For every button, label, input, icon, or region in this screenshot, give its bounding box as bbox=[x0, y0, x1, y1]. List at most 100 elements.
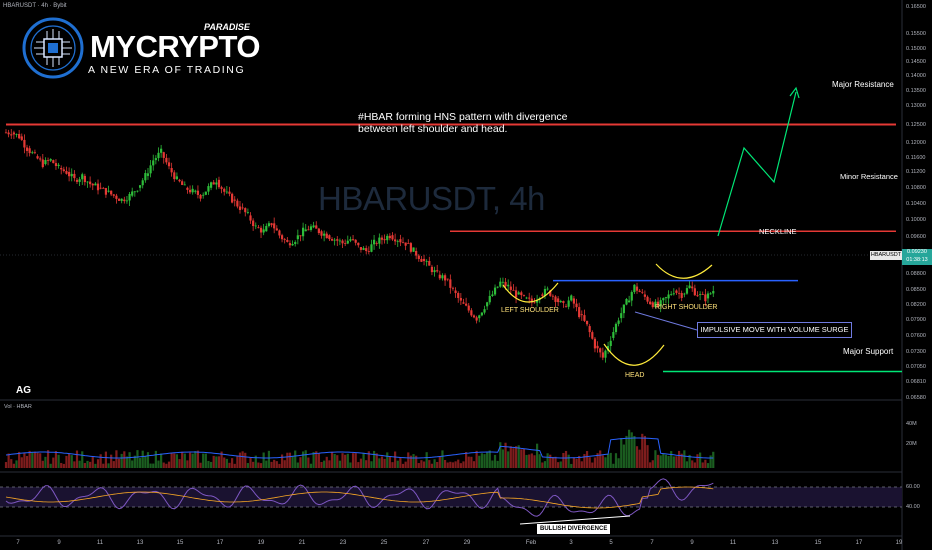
volume-bar bbox=[472, 461, 476, 468]
candle-body bbox=[336, 239, 339, 241]
candle-body bbox=[614, 323, 618, 333]
candle-body bbox=[60, 168, 63, 170]
candle-body bbox=[36, 156, 39, 159]
candle-body bbox=[459, 297, 462, 301]
volume-bar bbox=[683, 450, 686, 468]
candle-body bbox=[630, 292, 633, 301]
candle-body bbox=[199, 194, 202, 199]
candle-body bbox=[31, 152, 34, 154]
volume-bar bbox=[367, 451, 370, 468]
volume-bar bbox=[7, 453, 10, 468]
candle-body bbox=[507, 284, 510, 287]
candle-body bbox=[173, 172, 176, 180]
volume-bar bbox=[160, 453, 163, 468]
candle-body bbox=[704, 294, 707, 302]
volume-bar bbox=[191, 453, 194, 468]
candle-body bbox=[12, 132, 15, 135]
candle-body bbox=[191, 188, 194, 193]
candle-body bbox=[57, 164, 60, 167]
candle-body bbox=[699, 294, 702, 295]
y-tick-label: 0.06810 bbox=[906, 379, 926, 385]
candle-body bbox=[541, 294, 544, 296]
x-tick-label: 23 bbox=[339, 540, 347, 546]
volume-bar bbox=[433, 459, 436, 468]
candle-body bbox=[651, 302, 654, 308]
candle-body bbox=[296, 235, 299, 240]
volume-bar bbox=[670, 451, 673, 468]
candle-body bbox=[231, 193, 234, 203]
candle-body bbox=[91, 183, 94, 186]
y-tick-label: 0.10000 bbox=[906, 217, 926, 223]
candle-body bbox=[344, 243, 347, 244]
candle-body bbox=[638, 290, 641, 292]
candle-body bbox=[359, 247, 363, 250]
volume-bar bbox=[520, 449, 523, 468]
rsi-ma-line bbox=[5, 486, 714, 509]
volume-bar bbox=[388, 456, 391, 468]
volume-bar bbox=[278, 463, 281, 468]
volume-bar bbox=[178, 459, 181, 468]
volume-bar bbox=[522, 448, 526, 468]
volume-bar bbox=[383, 458, 386, 468]
volume-bar bbox=[701, 462, 704, 468]
volume-bar bbox=[612, 463, 615, 468]
logo-tagline: A NEW ERA OF TRADING bbox=[88, 64, 246, 76]
volume-bar bbox=[412, 454, 415, 468]
volume-bar bbox=[68, 453, 71, 468]
candle-body bbox=[362, 248, 365, 250]
candle-body bbox=[351, 239, 355, 240]
candle-body bbox=[133, 191, 136, 193]
volume-bar bbox=[614, 453, 618, 468]
y-tick-label: 0.15000 bbox=[906, 46, 926, 52]
logo: PARADISE MYCRYPTO A NEW ERA OF TRADING bbox=[22, 17, 262, 87]
candle-body bbox=[144, 173, 147, 181]
candle-body bbox=[273, 223, 276, 229]
logo-brand-crypto: CRYPTO bbox=[135, 29, 261, 64]
candle-body bbox=[522, 295, 526, 296]
volume-bar bbox=[4, 462, 8, 468]
candle-body bbox=[656, 301, 660, 307]
volume-bar bbox=[254, 455, 257, 468]
candle-body bbox=[451, 287, 455, 289]
candle-body bbox=[102, 187, 105, 189]
volume-bar bbox=[120, 453, 123, 468]
indicator-axis-label: 20M bbox=[906, 441, 917, 447]
volume-bar bbox=[635, 446, 639, 468]
candle-body bbox=[488, 295, 491, 303]
symbol-line: HBARUSDT · 4h · Bybit bbox=[3, 3, 67, 9]
volume-bar bbox=[112, 461, 115, 468]
y-tick-label: 0.07300 bbox=[906, 349, 926, 355]
volume-bar bbox=[162, 462, 165, 468]
volume-bar bbox=[294, 450, 297, 468]
volume-bar bbox=[691, 460, 694, 468]
volume-bar bbox=[317, 453, 320, 468]
candle-body bbox=[517, 292, 520, 295]
volume-bar bbox=[478, 455, 481, 468]
candle-body bbox=[622, 304, 625, 314]
x-tick-label: 19 bbox=[895, 540, 903, 546]
volume-bar bbox=[664, 454, 668, 468]
volume-bar bbox=[149, 463, 152, 468]
volume-bar bbox=[115, 450, 118, 468]
volume-bar bbox=[462, 461, 465, 468]
volume-bar bbox=[578, 455, 581, 468]
right-shoulder-curve bbox=[655, 263, 713, 279]
candle-body bbox=[546, 288, 549, 290]
candle-body bbox=[307, 229, 310, 231]
left-shoulder-label: LEFT SHOULDER bbox=[501, 307, 559, 314]
volume-bar bbox=[541, 462, 544, 468]
volume-bar bbox=[133, 455, 136, 468]
volume-bar bbox=[525, 454, 528, 468]
candle-body bbox=[325, 233, 328, 239]
candle-body bbox=[417, 255, 420, 259]
volume-bar bbox=[617, 458, 620, 468]
volume-bar bbox=[349, 462, 352, 468]
volume-bar bbox=[709, 455, 712, 468]
candle-body bbox=[599, 348, 602, 353]
candle-body bbox=[462, 302, 465, 304]
candle-body bbox=[233, 199, 236, 201]
candle-body bbox=[125, 200, 129, 202]
volume-bar bbox=[325, 456, 328, 468]
volume-bar bbox=[514, 446, 518, 468]
